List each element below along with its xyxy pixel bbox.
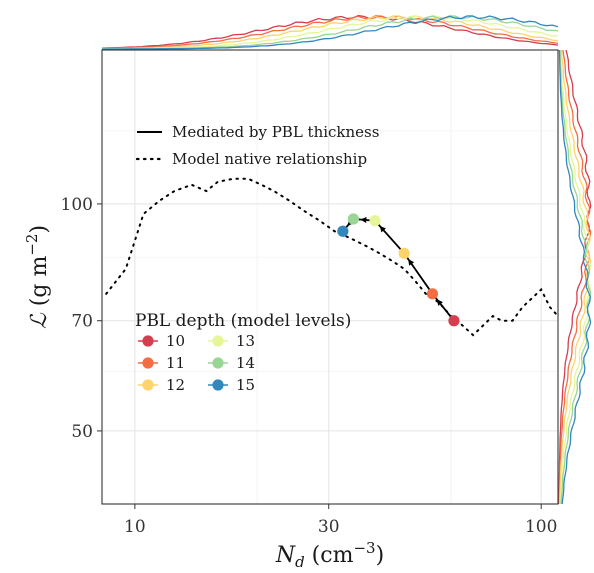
marginal-x-curve-15 <box>102 15 558 50</box>
mediated-arrowhead <box>408 259 415 266</box>
marginal-x-curve-12 <box>102 15 558 50</box>
legend-item-mediated: Mediated by PBL thickness <box>172 123 379 141</box>
mediated-segment <box>431 293 455 322</box>
x-tick-label: 10 <box>124 517 146 537</box>
plot-frame <box>101 49 559 505</box>
pbl-key-point <box>212 379 224 391</box>
y-tick-label: 50 <box>71 422 93 442</box>
marginal-y-curve-15 <box>558 50 592 505</box>
pbl-key-label: 10 <box>166 332 185 350</box>
pbl-legend-keys: 10 11 12 13 14 15 <box>138 332 255 394</box>
pbl-key-point <box>142 379 154 391</box>
pbl-key-label: 14 <box>236 354 255 372</box>
pbl-point-14 <box>347 213 359 225</box>
y-tick-label: 100 <box>61 195 93 215</box>
pbl-points-layer <box>337 213 460 327</box>
x-axis-title: Nd (cm−3) <box>275 539 384 571</box>
grid <box>102 50 558 504</box>
x-tick-label: 30 <box>318 517 340 537</box>
pbl-key-label: 15 <box>236 376 255 394</box>
legend-item-native: Model native relationship <box>172 150 367 168</box>
pbl-point-11 <box>426 288 439 300</box>
plot-background <box>102 50 558 504</box>
ticks-layer: 10 30 100 50 70 100 <box>61 195 558 537</box>
pbl-key-label: 13 <box>236 332 255 350</box>
line-legend: Mediated by PBL thickness Model native r… <box>135 123 379 168</box>
marginal-y-curve-10 <box>558 50 592 505</box>
pbl-key-label: 11 <box>166 354 185 372</box>
mediated-arrowhead <box>436 299 443 306</box>
pbl-key-point <box>212 335 224 347</box>
marginal-x-curve-11 <box>102 15 558 50</box>
pbl-point-13 <box>369 215 381 227</box>
right-marginal-distribution <box>558 50 592 505</box>
native-relationship-line <box>105 177 558 337</box>
pbl-point-10 <box>448 315 460 327</box>
native-relationship-layer <box>105 177 558 337</box>
pbl-legend-title: PBL depth (model levels) <box>135 311 351 331</box>
pbl-key-point <box>212 357 224 369</box>
y-axis-title: ℒ (g m−2) <box>23 225 52 329</box>
marginal-x-curve-10 <box>102 14 558 49</box>
pbl-key-point <box>142 357 154 369</box>
x-tick-label: 100 <box>525 517 557 537</box>
pbl-key-label: 12 <box>166 376 185 394</box>
pbl-key-point <box>142 335 154 347</box>
top-marginal-distribution <box>102 14 558 50</box>
pbl-point-12 <box>398 247 410 259</box>
mediated-arrowhead <box>360 217 367 224</box>
pbl-legend: PBL depth (model levels) 10 11 12 13 14 15 <box>135 311 351 394</box>
mediated-arrowhead <box>379 225 386 233</box>
pbl-point-15 <box>337 225 349 237</box>
y-tick-label: 70 <box>71 312 93 332</box>
marginal-y-curve-11 <box>558 50 592 504</box>
